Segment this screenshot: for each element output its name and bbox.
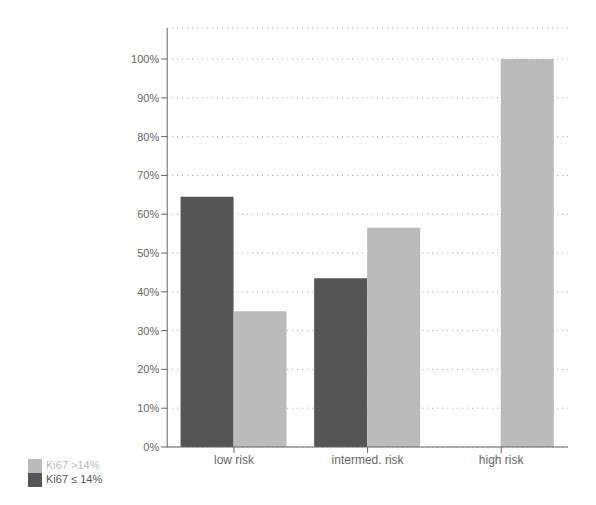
svg-text:intermed. risk: intermed. risk [332, 453, 405, 467]
html-text:Ki67 >14%: Ki67 >14% [46, 458, 100, 471]
svg-text:0%: 0% [143, 441, 159, 453]
svg-text:30%: 30% [137, 325, 159, 337]
svg-text:60%: 60% [137, 208, 159, 220]
svg-text:80%: 80% [137, 131, 159, 143]
svg-text:50%: 50% [137, 247, 159, 259]
svg-text:90%: 90% [137, 92, 159, 104]
svg-text:low risk: low risk [214, 453, 255, 467]
svg-text:10%: 10% [137, 402, 159, 414]
html-text:Ki67 ≤ 14%: Ki67 ≤ 14% [46, 472, 103, 485]
svg-text:40%: 40% [137, 286, 159, 298]
svg-text:100%: 100% [131, 53, 159, 65]
svg-text:70%: 70% [137, 169, 159, 181]
svg-text:20%: 20% [137, 363, 159, 375]
svg-text:high risk: high risk [479, 453, 525, 467]
